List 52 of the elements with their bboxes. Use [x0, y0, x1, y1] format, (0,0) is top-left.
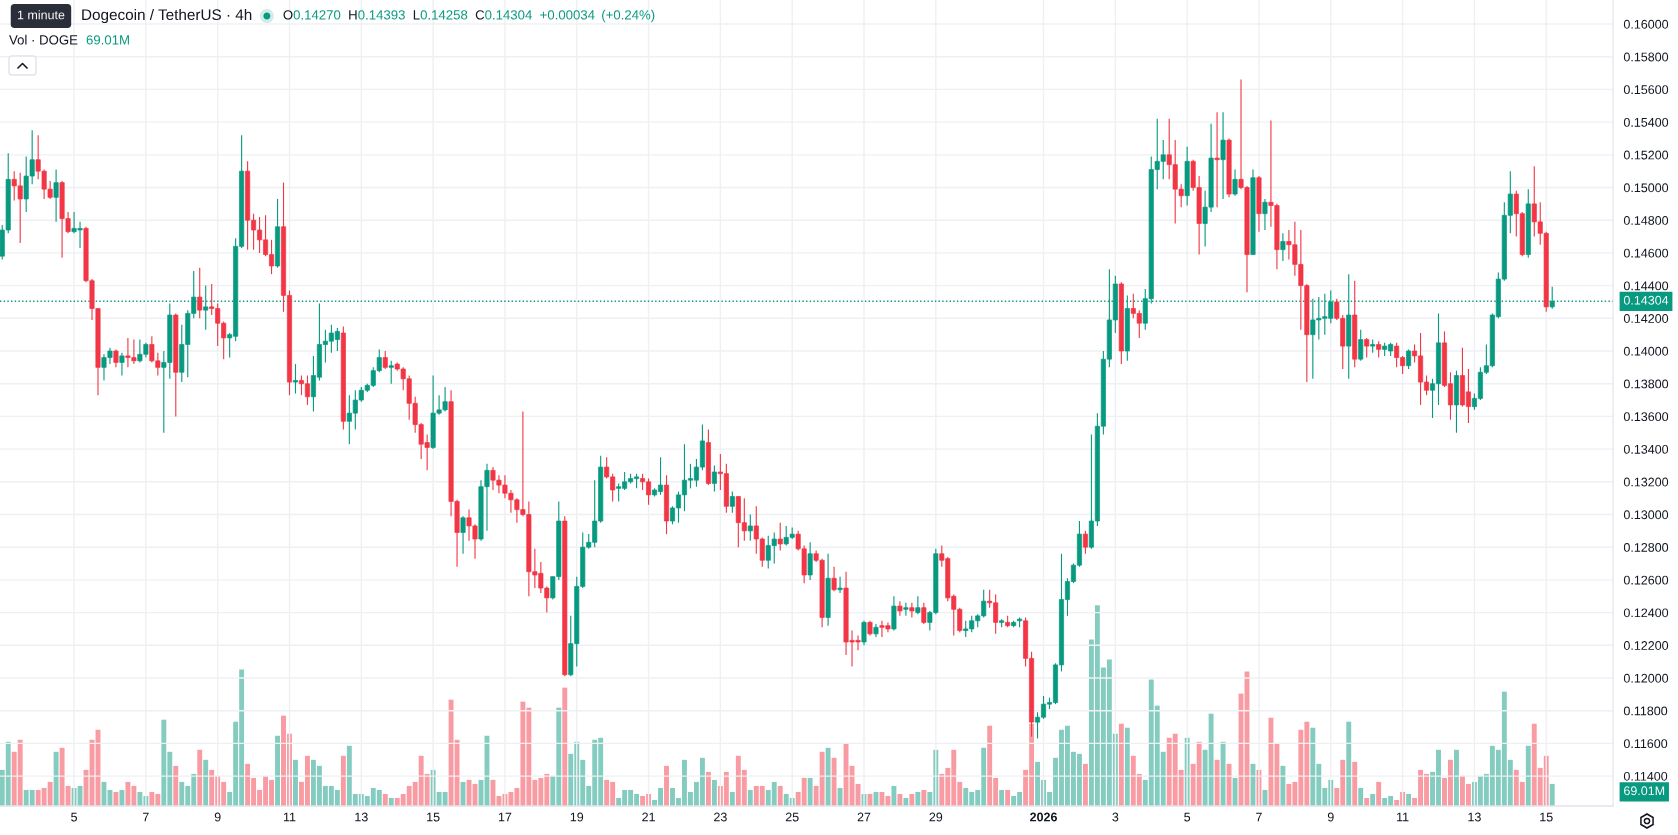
x-tick-label: 27 — [857, 812, 871, 822]
y-tick-label: 0.11800 — [1623, 706, 1668, 716]
y-tick-label: 0.15400 — [1623, 117, 1669, 127]
y-tick-label: 0.13600 — [1623, 412, 1669, 422]
y-tick-label: 0.14000 — [1623, 346, 1669, 356]
x-tick-label: 11 — [1397, 812, 1409, 822]
x-tick-label: 21 — [642, 812, 655, 822]
y-tick-label: 0.11400 — [1623, 771, 1668, 781]
x-tick-label: 15 — [1540, 812, 1553, 822]
y-tick-label: 0.15800 — [1623, 52, 1669, 62]
y-tick-label: 0.14600 — [1623, 248, 1669, 258]
y-tick-label: 0.13000 — [1623, 510, 1669, 520]
x-tick-label: 19 — [570, 812, 584, 822]
x-tick-label: 9 — [214, 812, 221, 822]
x-tick-label: 5 — [1184, 812, 1191, 822]
annotation: Vol · DOGE — [9, 34, 78, 45]
x-tick-label: 11 — [283, 812, 296, 822]
y-tick-label: 0.12200 — [1623, 641, 1669, 650]
y-tick-label: 0.16000 — [1623, 19, 1669, 29]
x-tick-label: 13 — [1468, 812, 1481, 822]
y-tick-label: 0.13200 — [1623, 477, 1669, 487]
y-tick-label: 0.15200 — [1623, 150, 1669, 160]
y-tick-label: 0.12000 — [1623, 673, 1669, 683]
x-tick-label: 29 — [929, 812, 943, 822]
text: Dogecoin / TetherUS · 4h — [82, 8, 252, 24]
y-tick-label: 0.11600 — [1623, 739, 1668, 749]
x-tick-label: 7 — [143, 812, 149, 822]
y-tick-label: 0.13400 — [1623, 444, 1669, 454]
annotation: 1 minute — [17, 10, 65, 20]
text: 69.01M — [1624, 786, 1665, 796]
ref-line-label: 0.14304 — [1623, 295, 1669, 305]
y-tick-label: 0.14800 — [1623, 216, 1669, 225]
x-tick-label: 9 — [1327, 812, 1334, 822]
x-tick-label: 5 — [71, 812, 78, 822]
y-tick-label: 0.12400 — [1623, 608, 1669, 618]
y-tick-label: 0.14400 — [1623, 281, 1669, 291]
annotation: 69.01M — [86, 35, 129, 45]
x-tick-label: 2026 — [1030, 812, 1057, 822]
x-tick-label: 3 — [1112, 812, 1119, 822]
y-tick-label: 0.14200 — [1623, 314, 1669, 323]
y-tick-label: 0.15000 — [1623, 183, 1669, 193]
y-tick-label: 0.13800 — [1623, 379, 1669, 389]
x-tick-label: 25 — [785, 812, 799, 822]
y-tick-label: 0.12800 — [1623, 543, 1669, 552]
text: O0.14270 H0.14393 L0.14258 C0.14304 +0.00034 (+0.24%) — [283, 9, 655, 23]
x-tick-label: 7 — [1256, 812, 1262, 822]
x-tick-label: 13 — [355, 812, 368, 822]
x-tick-label: 17 — [498, 812, 512, 822]
x-tick-label: 15 — [427, 812, 440, 822]
y-tick-label: 0.15600 — [1623, 85, 1669, 95]
y-tick-label: 0.12600 — [1623, 575, 1669, 585]
x-tick-label: 23 — [714, 812, 727, 822]
